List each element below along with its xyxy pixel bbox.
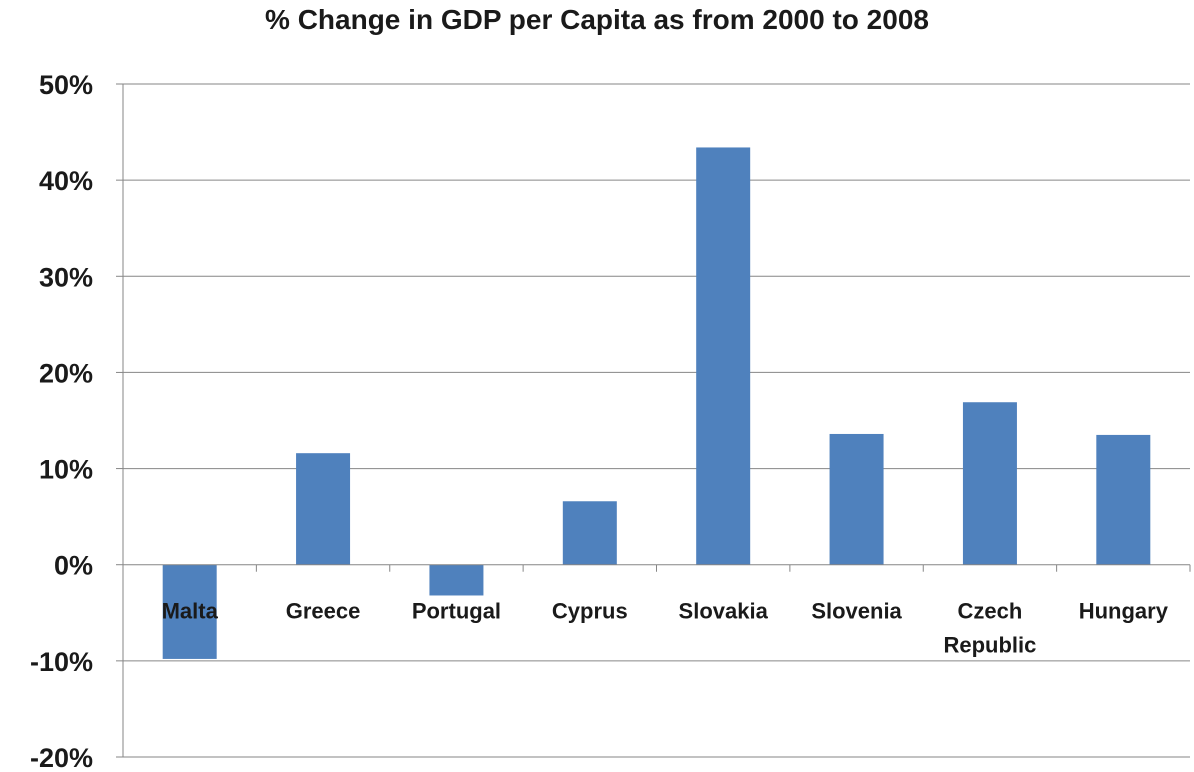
chart-title: % Change in GDP per Capita as from 2000 … xyxy=(265,4,929,35)
bar-malta xyxy=(162,564,217,659)
x-tick-label: Greece xyxy=(286,599,361,624)
x-tick-label-line: Malta xyxy=(162,599,219,624)
x-tick-label: Czech Republic xyxy=(943,599,1036,658)
bar-czech-republic xyxy=(962,402,1017,565)
x-tick-label-line: Greece xyxy=(286,599,361,624)
y-tick-label: 10% xyxy=(39,455,93,485)
x-tick-label-line: Cyprus xyxy=(552,599,628,624)
bars xyxy=(162,147,1151,659)
x-axis-tick-labels: Malta Greece Portugal Cyprus Slovakia Sloveni… xyxy=(162,599,1169,658)
x-tick-label-line: Hungary xyxy=(1079,599,1169,624)
x-tick-label-line: Czech xyxy=(958,599,1023,624)
axes xyxy=(116,83,1191,758)
y-axis-tick-labels: -20% -10% 0% 10% 20% 30% 40% 50% xyxy=(30,70,93,772)
x-tick-label-line: Portugal xyxy=(412,599,501,624)
y-tick-label: -20% xyxy=(30,743,93,772)
x-tick-label: Malta xyxy=(162,599,219,624)
x-tick-label: Slovakia xyxy=(679,599,769,624)
bar-hungary xyxy=(1096,434,1151,565)
bar-greece xyxy=(296,453,351,565)
bar-cyprus xyxy=(562,501,617,565)
y-tick-label: 0% xyxy=(54,551,93,581)
y-tick-label: 50% xyxy=(39,70,93,100)
x-tick-label-line: Slovakia xyxy=(679,599,769,624)
bar-slovenia xyxy=(829,433,884,565)
x-tick-label: Slovenia xyxy=(811,599,902,624)
x-tick-label-line: Slovenia xyxy=(811,599,902,624)
bar-portugal xyxy=(429,564,484,596)
y-tick-label: 20% xyxy=(39,358,93,388)
x-tick-label-line: Republic xyxy=(943,633,1036,658)
x-tick-label: Hungary xyxy=(1079,599,1169,624)
y-tick-label: -10% xyxy=(30,647,93,677)
x-tick-label: Portugal xyxy=(412,599,501,624)
x-tick-label: Cyprus xyxy=(552,599,628,624)
bar-slovakia xyxy=(696,147,751,565)
y-tick-label: 30% xyxy=(39,262,93,292)
y-tick-label: 40% xyxy=(39,166,93,196)
